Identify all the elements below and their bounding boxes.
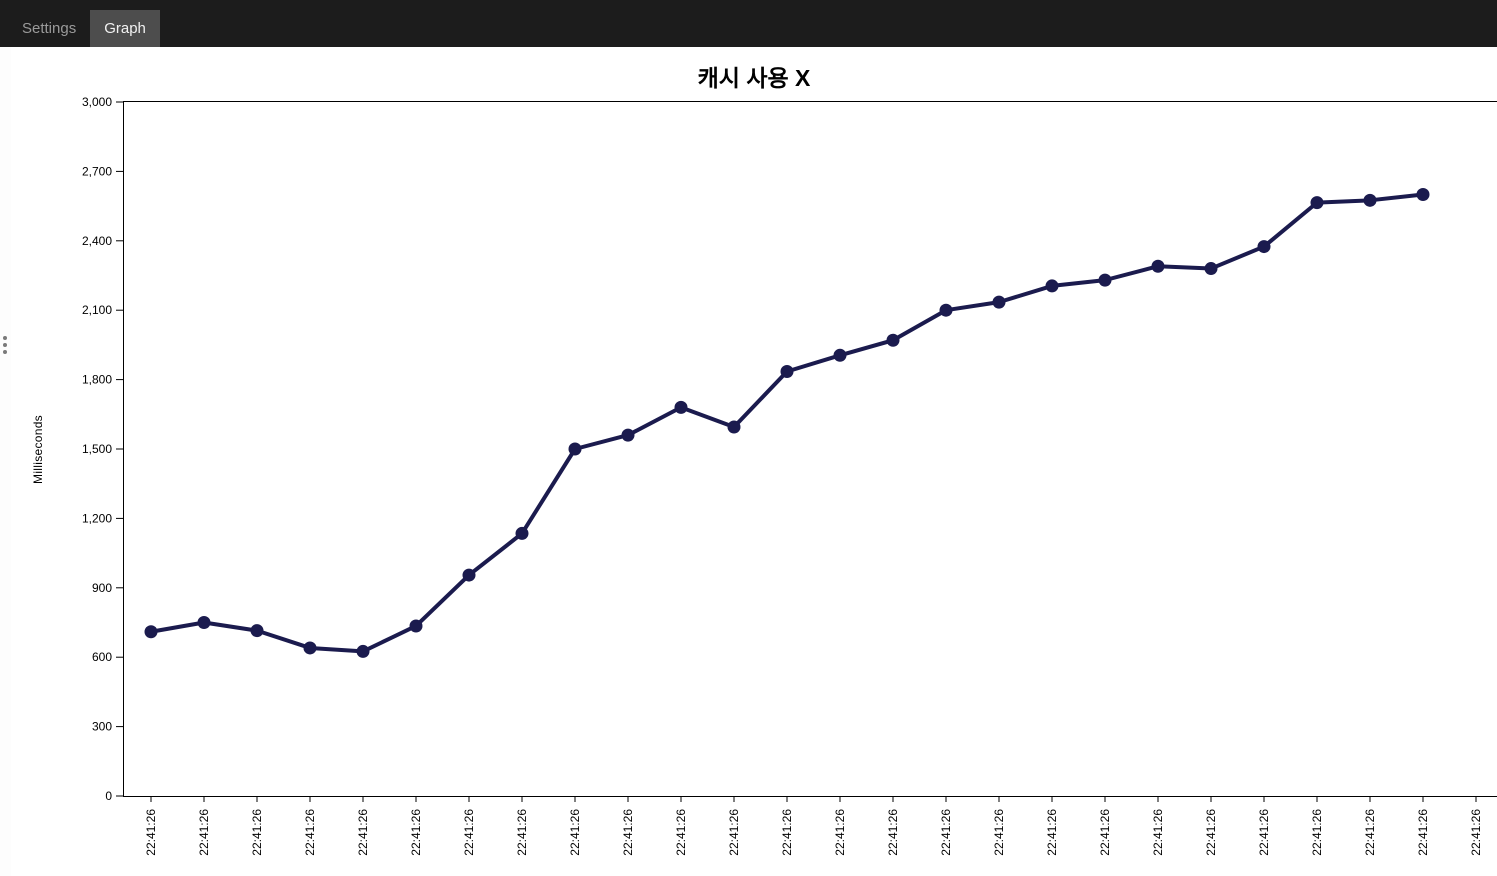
svg-text:22:41:26: 22:41:26 [1204,809,1218,856]
svg-text:22:41:26: 22:41:26 [250,809,264,856]
svg-text:22:41:26: 22:41:26 [144,809,158,856]
svg-text:22:41:26: 22:41:26 [409,809,423,856]
svg-text:2,100: 2,100 [82,303,112,317]
tab-bar: Settings Graph [0,0,1497,47]
svg-text:900: 900 [92,581,112,595]
svg-text:22:41:26: 22:41:26 [197,809,211,856]
svg-text:22:41:26: 22:41:26 [462,809,476,856]
svg-text:22:41:26: 22:41:26 [1151,809,1165,856]
splitter-handle[interactable] [0,47,11,876]
svg-text:22:41:26: 22:41:26 [1416,809,1430,856]
svg-text:3,000: 3,000 [82,95,112,109]
svg-text:22:41:26: 22:41:26 [939,809,953,856]
chart-title: 캐시 사용 X [697,65,811,91]
svg-text:22:41:26: 22:41:26 [568,809,582,856]
svg-text:300: 300 [92,720,112,734]
svg-text:22:41:26: 22:41:26 [621,809,635,856]
svg-text:22:41:26: 22:41:26 [1310,809,1324,856]
svg-text:1,800: 1,800 [82,373,112,387]
svg-text:22:41:26: 22:41:26 [1257,809,1271,856]
tab-graph[interactable]: Graph [90,10,160,47]
grip-dots-icon [3,336,7,354]
svg-text:1,200: 1,200 [82,511,112,525]
tab-settings[interactable]: Settings [22,20,77,37]
main-content: 캐시 사용 X Milliseconds 0 300 600 900 1,200 1,50… [0,47,1497,876]
svg-text:22:41:26: 22:41:26 [886,809,900,856]
svg-text:22:41:26: 22:41:26 [1098,809,1112,856]
svg-text:0: 0 [105,789,112,803]
svg-text:22:41:26: 22:41:26 [833,809,847,856]
line-chart: 0 300 600 900 1,200 1,500 1,800 2,100 2,400 2,700… [82,95,1497,856]
svg-text:22:41:26: 22:41:26 [1363,809,1377,856]
svg-text:2,700: 2,700 [82,164,112,178]
svg-text:600: 600 [92,650,112,664]
svg-text:22:41:26: 22:41:26 [1469,809,1483,856]
svg-text:22:41:26: 22:41:26 [674,809,688,856]
svg-text:22:41:26: 22:41:26 [515,809,529,856]
svg-text:22:41:26: 22:41:26 [1045,809,1059,856]
chart-area: 캐시 사용 X Milliseconds 0 300 600 900 1,200 1,50… [11,47,1497,876]
svg-text:22:41:26: 22:41:26 [992,809,1006,856]
svg-text:1,500: 1,500 [82,442,112,456]
svg-text:22:41:26: 22:41:26 [303,809,317,856]
svg-text:22:41:26: 22:41:26 [356,809,370,856]
svg-text:2,400: 2,400 [82,234,112,248]
svg-text:22:41:26: 22:41:26 [780,809,794,856]
svg-text:22:41:26: 22:41:26 [727,809,741,856]
